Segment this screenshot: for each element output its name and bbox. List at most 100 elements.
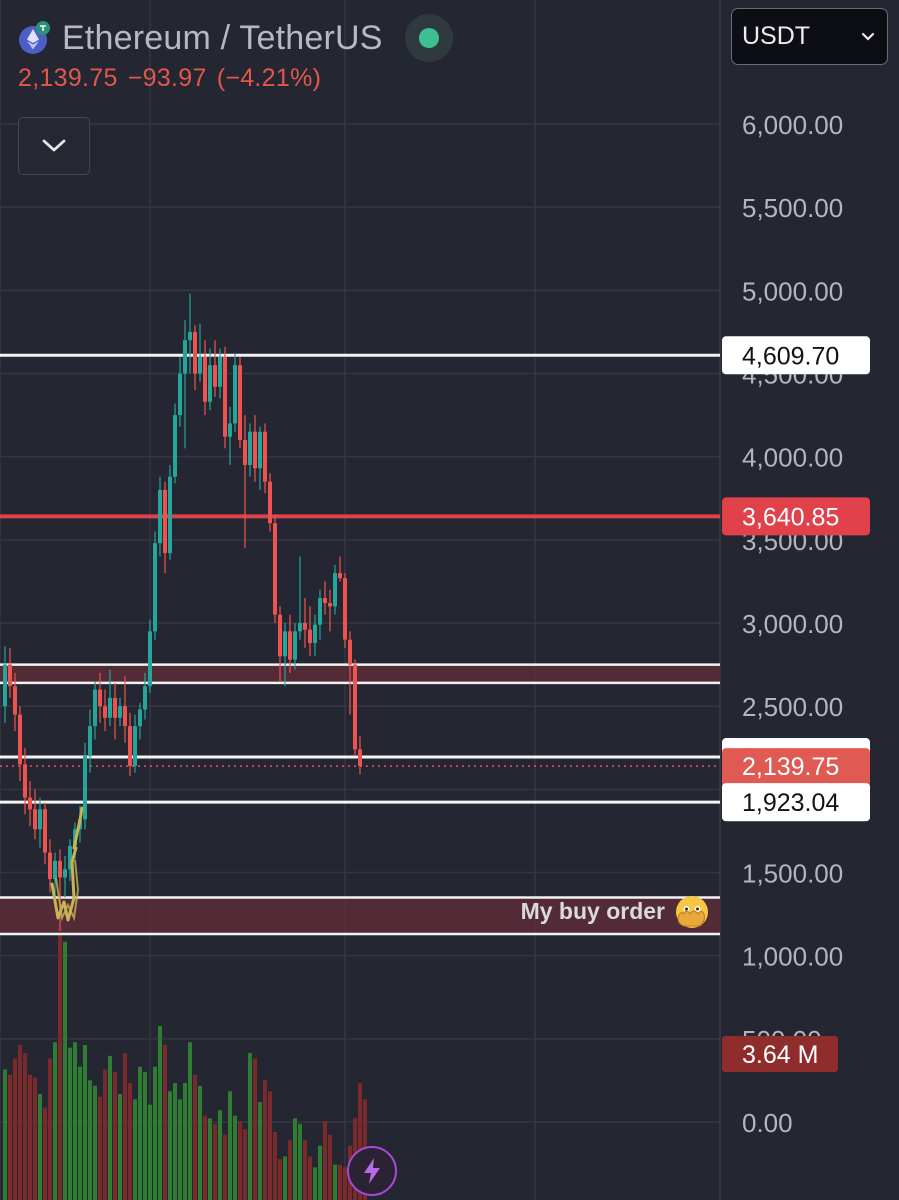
volume-bar — [143, 1072, 147, 1200]
currency-select[interactable]: USDT — [731, 8, 888, 65]
volume-bar — [13, 1058, 17, 1200]
chevron-down-icon — [42, 139, 66, 152]
candle-body — [218, 356, 222, 387]
candle-body — [273, 523, 277, 615]
volume-bar — [93, 1085, 97, 1200]
candle-body — [303, 623, 307, 630]
volume-bar — [148, 1104, 152, 1200]
volume-bar — [133, 1099, 137, 1200]
axis-tick-label: 1,000.00 — [742, 942, 843, 972]
candle-body — [313, 624, 317, 643]
axis-tick-label: 0.00 — [742, 1108, 793, 1138]
volume-bar — [253, 1058, 257, 1200]
volume-bar — [213, 1123, 217, 1200]
volume-bar — [23, 1053, 27, 1200]
candle-body — [323, 598, 327, 604]
candle-body — [183, 340, 187, 374]
face-with-hand-over-mouth-icon — [676, 896, 708, 928]
candle-body — [283, 631, 287, 657]
candle-body — [358, 749, 362, 767]
candle-body — [8, 664, 12, 687]
volume-bar — [263, 1080, 267, 1200]
volume-bar — [313, 1167, 317, 1200]
candle-body — [178, 373, 182, 416]
axis-tick-label: 3,000.00 — [742, 609, 843, 639]
volume-bar — [358, 1083, 362, 1200]
candle-body — [203, 356, 207, 402]
volume-bar — [83, 1044, 87, 1200]
candle-body — [83, 756, 87, 820]
candle-body — [228, 423, 232, 437]
price-change-percent: (−4.21%) — [216, 64, 322, 92]
hand-drawn-w-mark — [50, 806, 84, 922]
price-labels: 4,609.703,640.852,194.141,923.042,139.75… — [722, 336, 870, 1072]
volume-bar — [173, 1083, 177, 1200]
volume-bar — [78, 1066, 82, 1200]
market-status-indicator[interactable] — [404, 14, 453, 62]
volume-bar — [218, 1110, 222, 1200]
candle-body — [198, 356, 202, 374]
price-label: 1,923.04 — [742, 789, 839, 817]
candle-body — [253, 431, 257, 469]
volume-bar — [158, 1025, 162, 1200]
volume-bar — [68, 1047, 72, 1200]
price-change: −93.97 — [127, 64, 207, 92]
candle-body — [98, 689, 102, 707]
volume-bar — [243, 1129, 247, 1200]
candle-body — [38, 809, 42, 830]
volume-bar — [268, 1091, 272, 1200]
volume-bar — [88, 1080, 92, 1200]
candle-body — [93, 689, 97, 727]
candle-body — [33, 809, 37, 830]
volume-bar — [233, 1115, 237, 1200]
candle-body — [88, 726, 92, 757]
candle-body — [328, 603, 332, 607]
candle-body — [168, 476, 172, 554]
axis-tick-label: 5,000.00 — [742, 276, 843, 306]
candle-body — [153, 543, 157, 632]
volume-bar — [18, 1044, 22, 1200]
buy-order-label: My buy order — [521, 898, 665, 924]
price-quote: 2,139.75 −93.97 (−4.21%) — [18, 64, 453, 93]
candle-body — [143, 686, 147, 710]
volume-bar — [33, 1077, 37, 1200]
horizontal-lines — [0, 353, 720, 804]
candle-body — [278, 614, 282, 657]
candle-body — [243, 440, 247, 465]
candle-body — [58, 860, 62, 878]
candle-body — [138, 709, 142, 727]
volume-bar — [153, 1066, 157, 1200]
candle-body — [13, 686, 17, 715]
candle-body — [108, 697, 112, 718]
candle-body — [103, 706, 107, 718]
price-zone — [0, 897, 720, 935]
candle-body — [53, 860, 57, 880]
candle-body — [63, 869, 67, 878]
candle-body — [208, 365, 212, 402]
symbol-title[interactable]: Ethereum / TetherUS — [62, 18, 383, 57]
candle-body — [308, 629, 312, 643]
chart-grid — [0, 0, 721, 1200]
volume-bar — [188, 1042, 192, 1200]
collapse-legend-button[interactable] — [18, 117, 90, 175]
candle-body — [18, 714, 22, 765]
volume-bar — [43, 1107, 47, 1200]
candle-body — [173, 415, 177, 477]
axis-tick-label: 5,500.00 — [742, 193, 843, 223]
volume-bar — [98, 1096, 102, 1200]
lightning-bolt-button[interactable] — [347, 1146, 397, 1196]
volume-bar — [38, 1093, 42, 1200]
candle-body — [318, 598, 322, 625]
volume-bar — [258, 1102, 262, 1200]
candle-body — [113, 697, 117, 718]
candle-body — [223, 356, 227, 437]
volume-bar — [248, 1053, 252, 1200]
volume-bar — [338, 1164, 342, 1200]
volume-bar — [3, 1069, 7, 1200]
chevron-down-icon — [861, 32, 875, 41]
axis-tick-label: 2,500.00 — [742, 692, 843, 722]
price-label-background — [722, 336, 870, 375]
candle-body — [23, 764, 27, 798]
volume-bar — [123, 1053, 127, 1200]
